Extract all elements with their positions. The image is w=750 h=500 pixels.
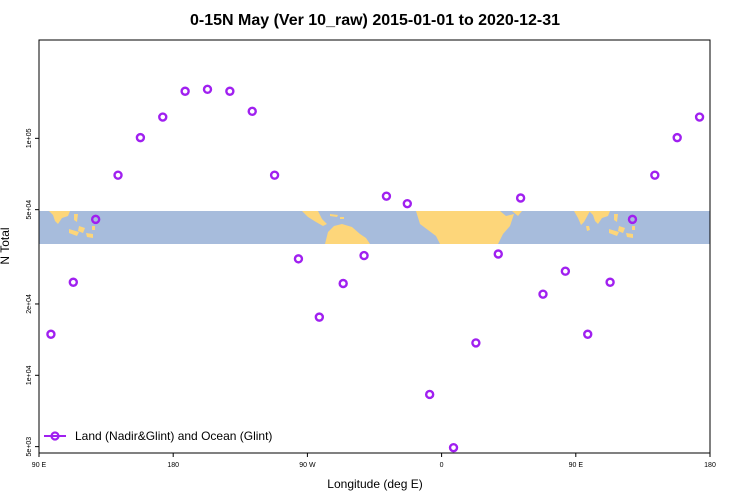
data-point: [338, 278, 348, 289]
x-tick-label: 180: [167, 462, 179, 469]
x-tick-label: 180: [704, 462, 716, 469]
data-point: [269, 170, 280, 180]
data-point: [293, 254, 304, 264]
land-sri-lanka: [586, 226, 590, 231]
land-arabia: [512, 211, 522, 216]
legend: Land (Nadir&Glint) and Ocean (Glint): [44, 429, 272, 443]
data-point: [225, 86, 235, 96]
data-point: [381, 191, 392, 201]
x-tick-label: 0: [440, 462, 444, 469]
map-band: [39, 211, 710, 244]
land-africa: [416, 211, 514, 244]
data-point: [135, 132, 146, 143]
data-point: [694, 112, 705, 122]
land-south-america: [325, 224, 370, 244]
y-tick-label: 5e+04: [26, 200, 33, 220]
data-point: [314, 312, 325, 322]
land-islands-b: [609, 214, 635, 238]
legend-marker: [50, 431, 60, 441]
land-islands-a: [69, 214, 95, 238]
ocean-band: [39, 211, 710, 244]
data-point: [90, 214, 101, 225]
data-point: [650, 170, 660, 180]
data-point: [583, 329, 593, 339]
land-caribbean: [330, 214, 344, 219]
y-tick-label: 5e+03: [26, 437, 33, 457]
data-point: [180, 86, 190, 96]
x-axis: 90 E 180 90 W 0 90 E 180: [32, 453, 716, 469]
y-tick-label: 1e+04: [26, 365, 33, 385]
legend-label: Land (Nadir&Glint) and Ocean (Glint): [75, 429, 272, 443]
data-point: [158, 112, 168, 122]
data-point: [515, 193, 526, 203]
y-axis: 5e+03 1e+04 2e+04 5e+04 1e+05: [26, 128, 39, 456]
data-point: [247, 106, 257, 117]
x-axis-label: Longitude (deg E): [327, 477, 422, 491]
y-tick-label: 1e+05: [26, 128, 33, 148]
data-point: [672, 132, 682, 143]
land-masses: [49, 211, 635, 244]
data-point: [68, 277, 78, 287]
data-point: [424, 389, 435, 400]
x-tick-label: 90 E: [32, 462, 47, 469]
data-points: [46, 84, 705, 453]
land-central-america: [302, 211, 327, 226]
data-point: [560, 266, 571, 276]
x-tick-label: 90 E: [569, 462, 584, 469]
land-southeast-asia: [49, 211, 70, 224]
data-point: [605, 277, 615, 287]
data-point: [493, 249, 503, 259]
data-point: [359, 250, 369, 261]
data-point: [402, 198, 413, 209]
y-tick-label: 2e+04: [26, 294, 33, 314]
data-point: [448, 442, 459, 453]
land-india: [574, 211, 590, 225]
chart-title: 0-15N May (Ver 10_raw) 2015-01-01 to 202…: [190, 12, 560, 29]
plot-frame: [38, 39, 711, 454]
data-point: [113, 170, 123, 180]
x-tick-label: 90 W: [299, 462, 316, 469]
data-point: [627, 214, 638, 225]
data-point: [202, 84, 213, 95]
data-point: [538, 289, 548, 299]
land-southeast-asia-2: [589, 211, 610, 224]
y-axis-label: N Total: [0, 227, 12, 264]
data-point: [471, 338, 481, 348]
data-point: [46, 329, 56, 339]
